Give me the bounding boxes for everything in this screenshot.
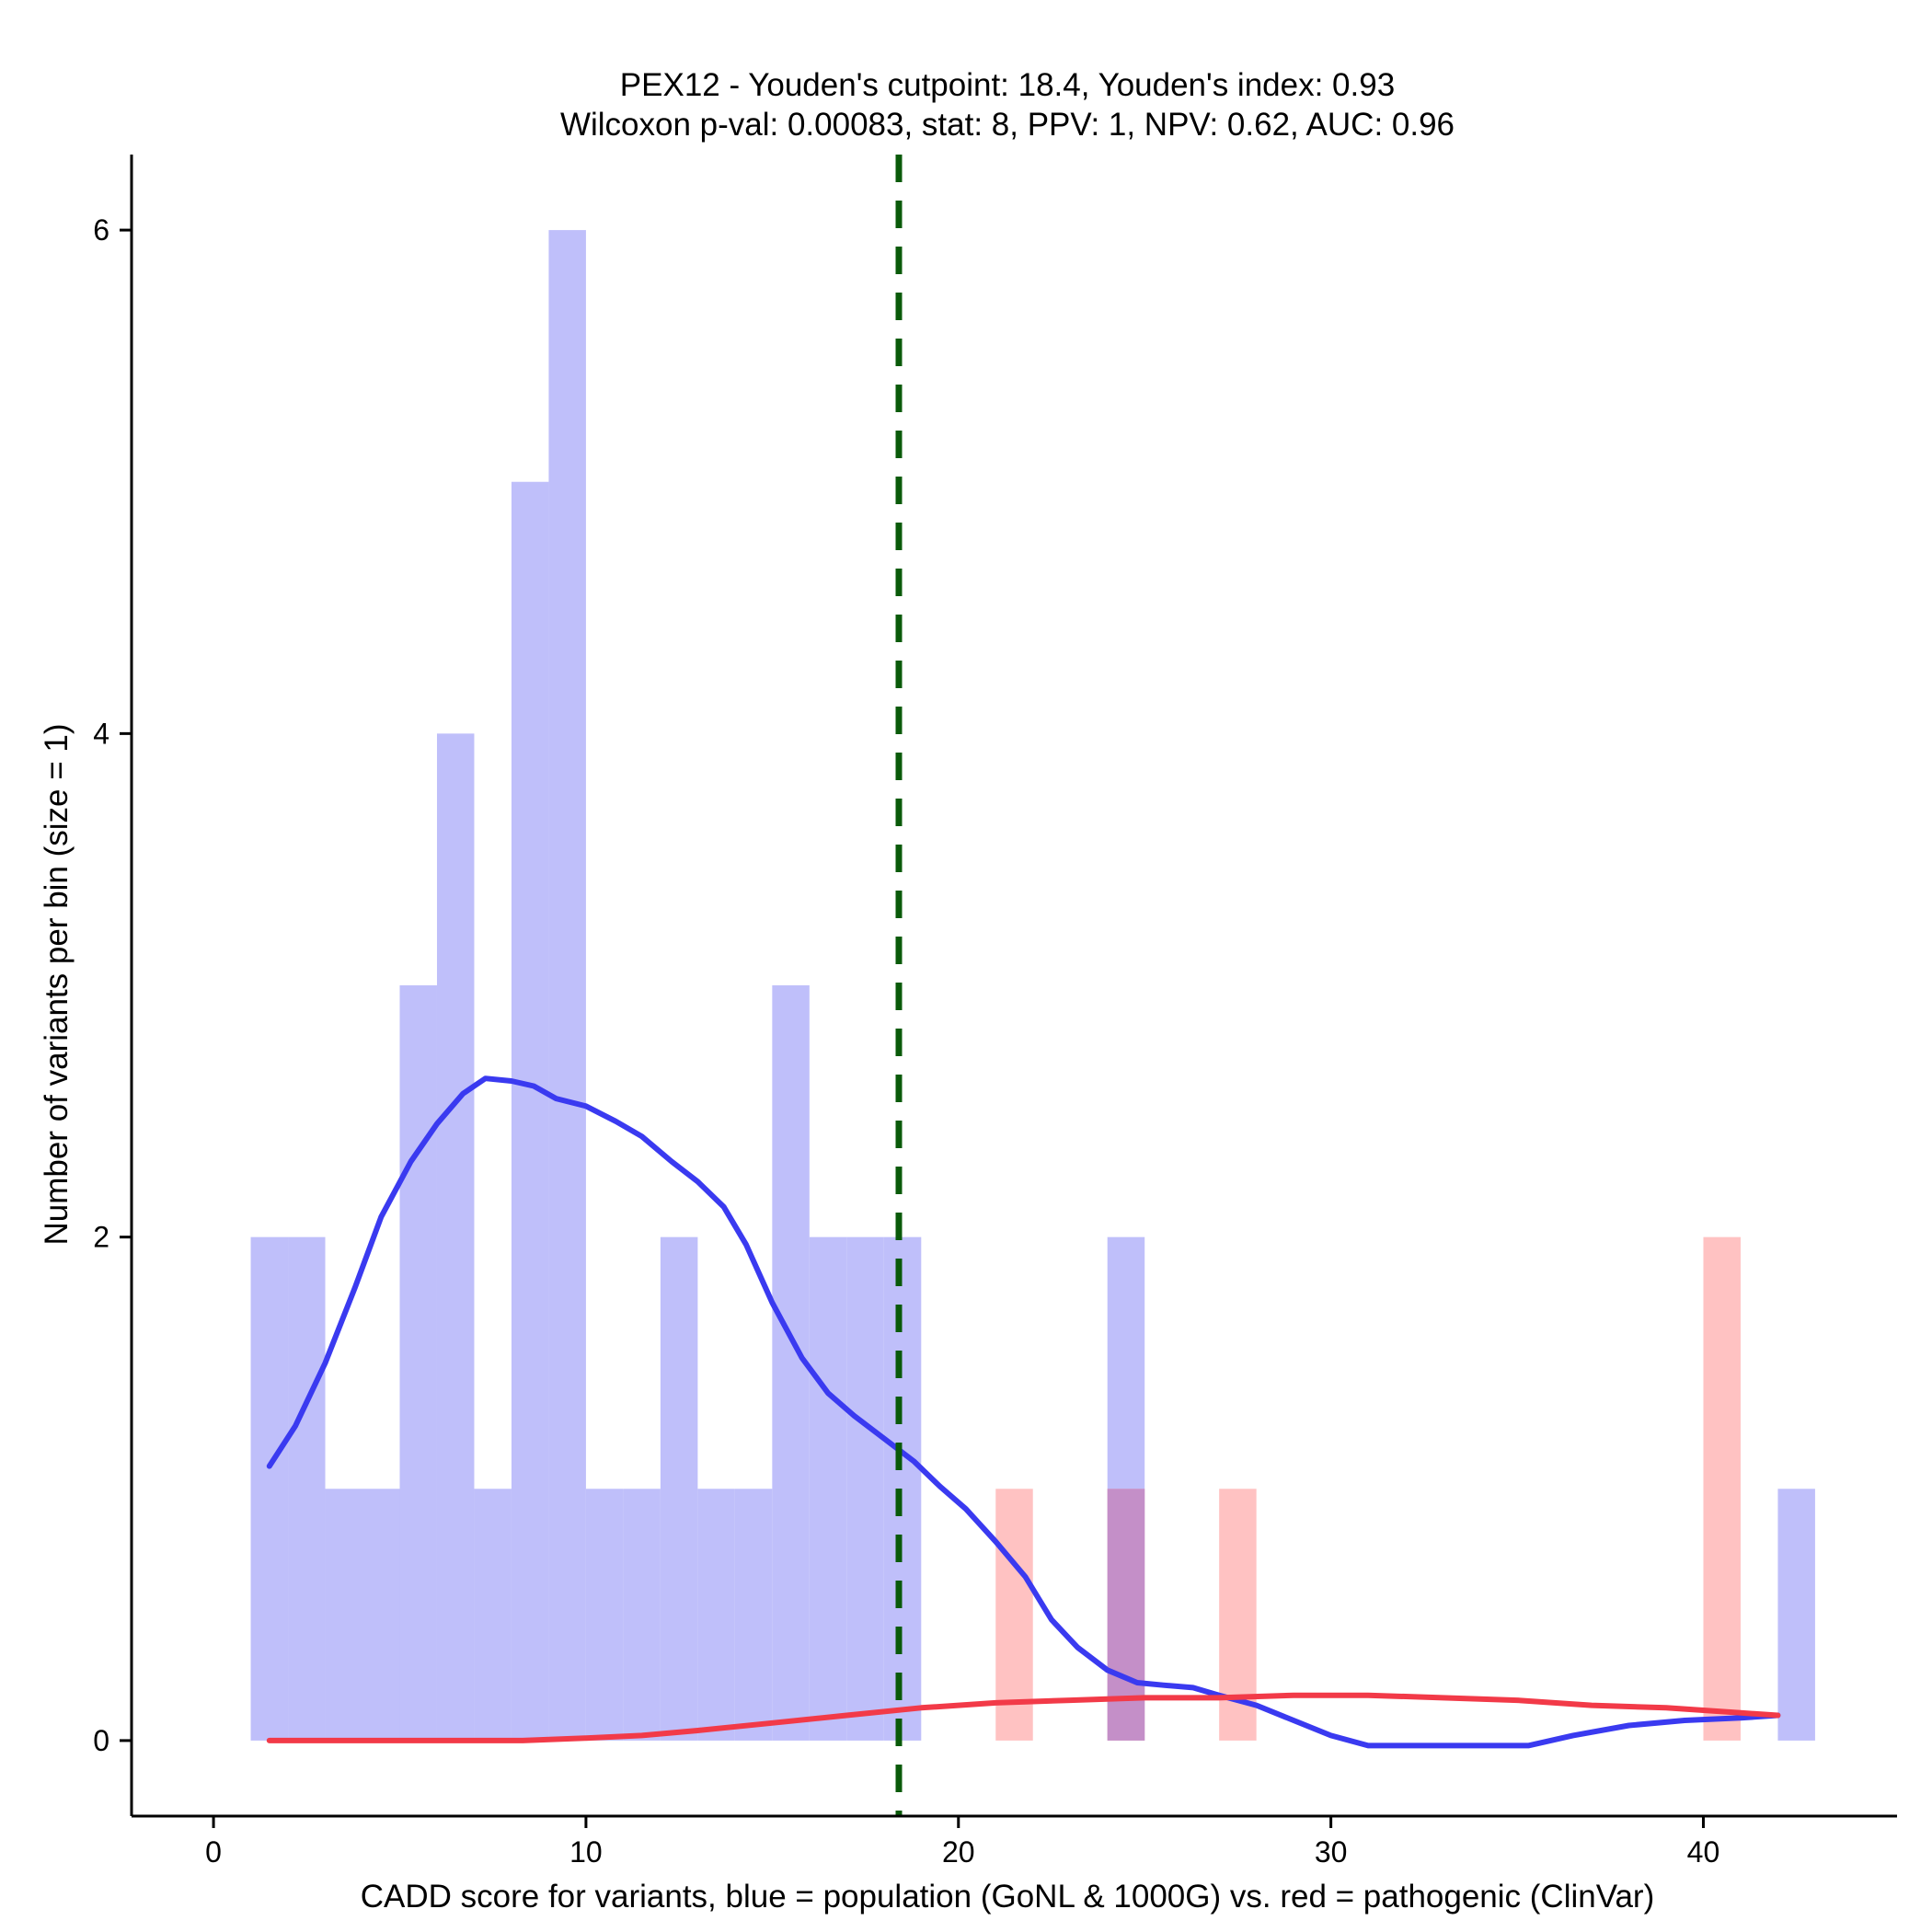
population-bar [809,1236,847,1741]
population-bar [697,1489,735,1741]
x-tick-label: 20 [942,1835,975,1869]
histogram-bars [250,230,1815,1741]
population-bar [474,1489,512,1741]
x-tick-label: 10 [569,1835,603,1869]
population-bar [1777,1489,1815,1741]
overlap-bar [1107,1489,1145,1741]
population-bar [585,1489,624,1741]
population-bar [250,1236,289,1741]
population-bar [511,481,549,1741]
x-tick-label: 30 [1315,1835,1348,1869]
x-tick-label: 0 [205,1835,222,1869]
density-curves [266,1075,1781,1749]
pathogenic-bar [1703,1236,1741,1741]
x-tick-label: 40 [1687,1835,1720,1869]
population-bar [362,1489,400,1741]
population-bar [846,1236,884,1741]
y-tick-label: 4 [93,717,109,750]
chart-title: PEX12 - Youden's cutpoint: 18.4, Youden'… [620,67,1395,103]
y-tick-label: 0 [93,1724,109,1757]
population-bar [548,230,586,1741]
axes: 0 10 20 30 40 0 2 4 6 [93,155,1897,1869]
y-tick-label: 6 [93,213,109,247]
chart-subtitle: Wilcoxon p-val: 0.00083, stat: 8, PPV: 1… [560,107,1455,143]
y-tick-label: 2 [93,1221,109,1254]
population-bar [288,1236,326,1741]
pathogenic-bar [995,1489,1033,1741]
population-density-curve [266,1075,1781,1749]
population-bar [399,985,437,1741]
x-axis-label: CADD score for variants, blue = populati… [361,1879,1655,1915]
pathogenic-density-curve [266,1692,1781,1743]
population-bar [734,1489,773,1741]
population-bar [325,1489,363,1741]
population-bar [623,1489,661,1741]
population-bar [436,733,475,1741]
y-axis-label: Number of variants per bin (size = 1) [39,723,75,1245]
population-bar [660,1236,698,1741]
population-bar [883,1236,922,1741]
